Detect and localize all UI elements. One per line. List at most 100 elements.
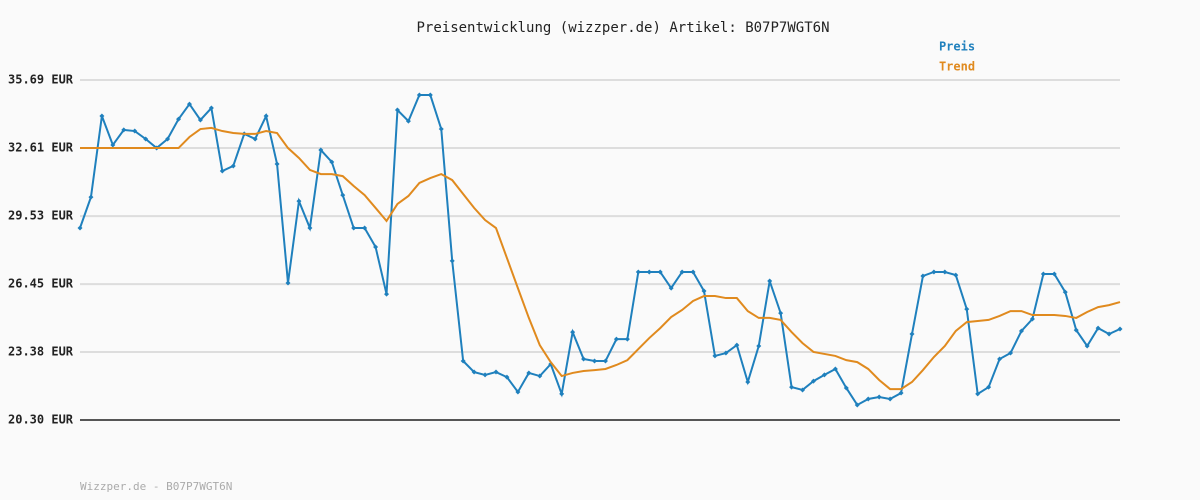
- point: [997, 356, 1003, 362]
- point: [745, 379, 751, 385]
- point: [438, 126, 444, 132]
- point: [646, 269, 652, 275]
- point: [975, 391, 981, 397]
- point: [504, 374, 510, 380]
- point: [263, 113, 269, 119]
- point: [931, 269, 937, 275]
- chart-title: Preisentwicklung (wizzper.de) Artikel: B…: [416, 20, 829, 36]
- point: [186, 101, 192, 107]
- point: [307, 225, 313, 231]
- point: [800, 387, 806, 393]
- point: [843, 385, 849, 391]
- point: [679, 269, 685, 275]
- point: [1018, 328, 1024, 334]
- point: [340, 192, 346, 198]
- legend-label: Preis: [939, 40, 975, 54]
- point: [964, 306, 970, 312]
- point: [898, 390, 904, 396]
- point: [526, 370, 532, 376]
- point: [920, 273, 926, 279]
- point: [1062, 289, 1068, 295]
- point: [559, 391, 565, 397]
- point: [942, 269, 948, 275]
- point: [318, 147, 324, 153]
- point: [854, 402, 860, 408]
- point: [1117, 326, 1123, 332]
- series-line: [80, 126, 1121, 391]
- point: [197, 117, 203, 123]
- point: [537, 373, 543, 379]
- y-tick-label: 20.30 EUR: [8, 413, 74, 427]
- point: [581, 356, 587, 362]
- point: [460, 358, 466, 364]
- point: [876, 394, 882, 400]
- point: [88, 194, 94, 200]
- point: [1095, 325, 1101, 331]
- point: [471, 369, 477, 375]
- point: [515, 389, 521, 395]
- point: [176, 116, 182, 122]
- point: [252, 136, 258, 142]
- point: [384, 291, 390, 297]
- point: [624, 336, 630, 342]
- footer: Wizzper.de - B07P7WGT6N: [80, 480, 232, 493]
- point: [701, 288, 707, 294]
- point: [690, 269, 696, 275]
- point: [778, 310, 784, 316]
- series-line: [79, 94, 1121, 407]
- point: [1051, 271, 1057, 277]
- point: [77, 225, 83, 231]
- point: [230, 163, 236, 169]
- point: [1106, 331, 1112, 337]
- point: [1029, 316, 1035, 322]
- point: [909, 331, 915, 337]
- point: [789, 384, 795, 390]
- point: [416, 92, 422, 98]
- point: [767, 278, 773, 284]
- point: [296, 198, 302, 204]
- point: [1008, 350, 1014, 356]
- point: [427, 92, 433, 98]
- point: [362, 225, 368, 231]
- point: [821, 372, 827, 378]
- point: [482, 372, 488, 378]
- legend-label: Trend: [939, 60, 975, 74]
- point: [1084, 343, 1090, 349]
- point: [832, 366, 838, 372]
- point: [712, 353, 718, 359]
- point: [329, 159, 335, 165]
- point: [734, 342, 740, 348]
- point: [756, 343, 762, 349]
- y-tick-label: 29.53 EUR: [8, 209, 74, 223]
- point: [143, 136, 149, 142]
- point: [865, 396, 871, 402]
- point: [668, 285, 674, 291]
- point: [165, 136, 171, 142]
- point: [986, 384, 992, 390]
- point: [602, 358, 608, 364]
- point: [1073, 327, 1079, 333]
- point: [953, 272, 959, 278]
- point: [274, 161, 280, 167]
- point: [493, 369, 499, 375]
- point: [110, 142, 116, 148]
- point: [405, 118, 411, 124]
- y-tick-label: 32.61 EUR: [8, 141, 74, 155]
- point: [570, 329, 576, 335]
- point: [351, 225, 357, 231]
- point: [592, 358, 598, 364]
- point: [635, 269, 641, 275]
- point: [449, 258, 455, 264]
- y-tick-label: 23.38 EUR: [8, 344, 74, 358]
- y-tick-label: 26.45 EUR: [8, 277, 74, 291]
- point: [208, 105, 214, 111]
- point: [810, 378, 816, 384]
- point: [394, 107, 400, 113]
- point: [99, 113, 105, 119]
- point: [657, 269, 663, 275]
- point: [723, 350, 729, 356]
- y-tick-label: 35.69 EUR: [8, 73, 74, 87]
- point: [887, 396, 893, 402]
- point: [121, 127, 127, 133]
